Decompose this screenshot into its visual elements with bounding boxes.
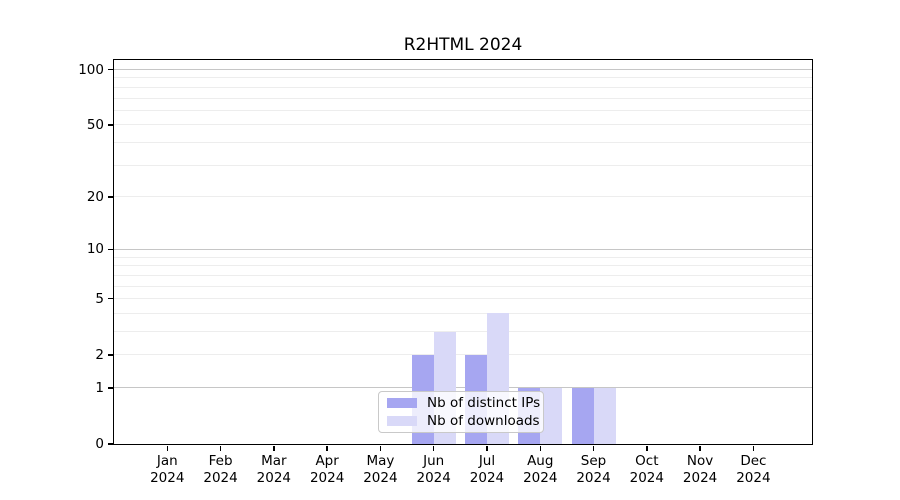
x-axis-label: Jan 2024 [150,453,185,486]
x-axis-label: Jun 2024 [416,453,451,486]
y-axis-label: 2 [95,346,104,363]
y-axis-label: 100 [78,61,104,78]
x-tick-mark [273,445,275,451]
gridline-minor [114,312,812,314]
gridline-minor [114,274,812,276]
bar-downloads [593,387,616,444]
x-axis-label: Apr 2024 [309,453,345,486]
y-tick-mark [107,248,113,251]
y-axis-label: 50 [86,116,104,133]
y-axis-label: 20 [86,188,104,205]
y-tick-mark [107,387,113,389]
gridline-minor [114,142,812,144]
y-tick-mark [107,124,113,126]
legend-label-downloads: Nb of downloads [427,413,540,430]
x-axis-label: Aug 2024 [523,453,558,486]
legend-entry-distinct-ips: Nb of distinct IPs [387,395,540,411]
legend: Nb of distinct IPs Nb of downloads [378,391,544,433]
x-tick-mark [486,445,488,451]
y-tick-mark [107,443,113,445]
chart-title: R2HTML 2024 [403,35,523,55]
gridline-minor [114,124,812,126]
x-tick-mark [699,445,701,451]
legend-label-distinct-ips: Nb of distinct IPs [427,394,541,411]
y-tick-mark [107,354,113,356]
x-tick-mark [592,445,595,451]
y-axis-label: 10 [86,241,104,258]
x-axis-label: May 2024 [363,453,398,486]
gridline-minor [114,77,812,79]
gridline-major [114,387,812,389]
gridline-major [114,248,812,250]
y-tick-mark [107,196,113,198]
x-axis-label: Jul 2024 [469,453,505,486]
x-tick-mark [432,445,435,451]
gridline-minor [114,97,812,99]
gridline-minor [114,164,812,166]
bar-distinct-ips [571,387,594,444]
gridline-minor [114,298,812,300]
x-axis-label: Sep 2024 [576,453,611,486]
gridline-minor [114,86,812,88]
x-tick-mark [219,445,222,451]
gridline-major [114,69,812,70]
y-axis-label: 1 [95,379,104,396]
y-tick-mark [107,68,113,71]
x-axis-label: Dec 2024 [736,453,771,486]
y-axis-label: 5 [95,290,104,307]
gridline-minor [114,256,812,258]
x-axis-label: Nov 2024 [682,453,718,486]
x-axis-label: Mar 2024 [256,453,292,486]
y-tick-mark [107,297,113,300]
legend-swatch-distinct-ips [387,397,417,408]
x-tick-mark [539,445,541,451]
bar-downloads [540,387,563,444]
x-tick-mark [166,445,169,451]
gridline-minor [114,331,812,332]
gridline-minor [114,354,812,356]
gridline-minor [114,285,812,287]
x-tick-mark [379,445,382,451]
x-axis-label: Feb 2024 [203,453,238,486]
gridline-minor [114,265,812,267]
legend-entry-downloads: Nb of downloads [387,413,540,429]
legend-swatch-downloads [387,416,417,427]
gridline-minor [114,109,812,111]
x-tick-mark [326,445,328,451]
gridline-minor [114,196,812,198]
x-tick-mark [646,445,648,451]
x-axis-label: Oct 2024 [629,453,664,486]
x-tick-mark [752,445,755,451]
y-axis-label: 0 [95,436,104,452]
